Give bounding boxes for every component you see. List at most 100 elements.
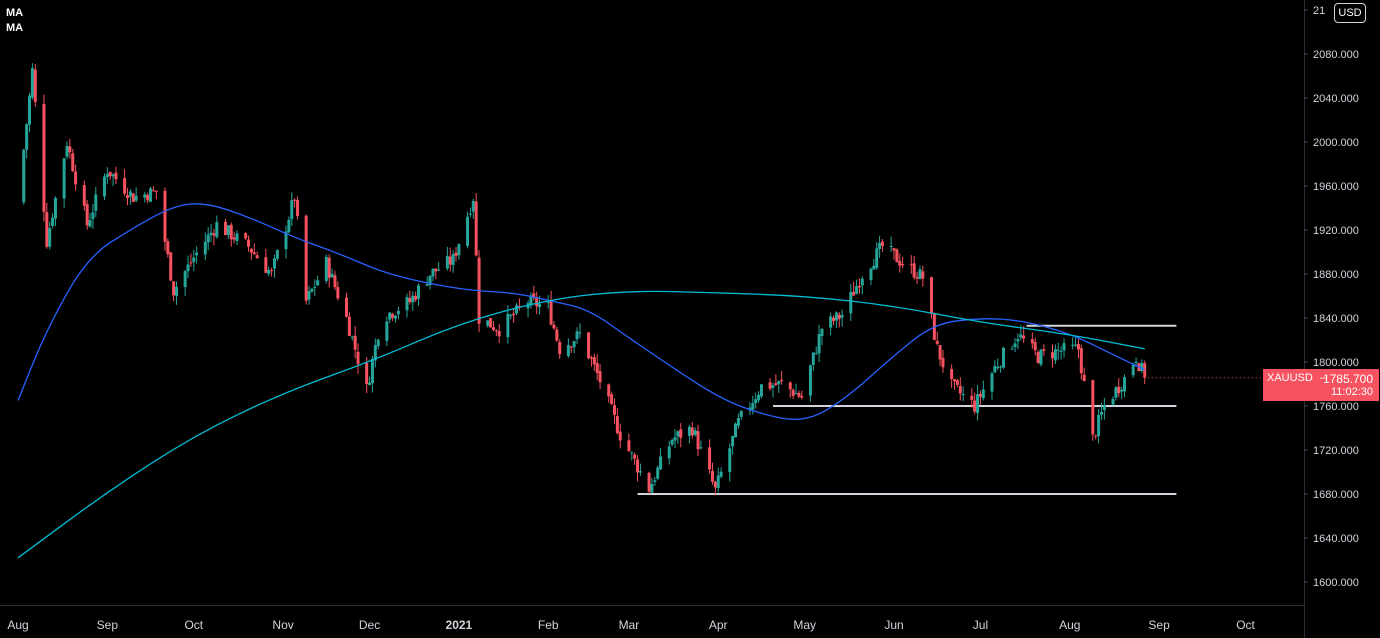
candle-body [232, 237, 236, 240]
candle-body [558, 341, 562, 355]
candle-body [929, 277, 933, 314]
candle-body [630, 452, 634, 454]
candle-body [391, 314, 395, 318]
candle-body [829, 316, 833, 328]
candle-body [589, 357, 593, 359]
candle-body [1102, 405, 1106, 410]
candle-body [996, 366, 1000, 368]
candle-body [1076, 343, 1080, 350]
candle-body [128, 191, 132, 197]
candle-body [105, 173, 109, 177]
price-axis[interactable]: 1600.000 1640.000 1680.000 1720.000 1760.000… [1304, 5, 1359, 589]
candle-body [229, 224, 233, 240]
candle-body [953, 379, 957, 382]
candle-body [857, 285, 861, 288]
candle-body [976, 394, 980, 413]
candle-body [912, 263, 916, 278]
last-price-value: 1785.700 [1322, 372, 1373, 386]
candle-body [708, 447, 712, 470]
candle-body [445, 256, 449, 269]
candle-body [53, 197, 57, 219]
candle-body [618, 431, 622, 441]
candle-body [788, 382, 792, 390]
candle-body [448, 256, 452, 265]
candle-body [247, 239, 251, 247]
bar-countdown: 11:02:30 [1330, 386, 1373, 398]
currency-button[interactable]: USD [1334, 3, 1366, 23]
candle-body [1140, 363, 1144, 371]
candle-body [212, 233, 216, 236]
candle-body [515, 305, 519, 314]
x-tick-label: Oct [184, 618, 203, 632]
candle-body [794, 393, 798, 395]
candle-body [811, 352, 815, 365]
candle-body [284, 231, 288, 250]
candle-body [895, 249, 899, 263]
candle-body [512, 313, 516, 316]
candle-body [915, 277, 919, 279]
candle-body [993, 366, 997, 373]
moving-averages [17, 203, 1304, 559]
candle-body [1131, 364, 1135, 376]
candle-body [892, 248, 896, 251]
candle-body [535, 297, 539, 307]
candle-body [267, 269, 271, 274]
x-tick-label: Nov [272, 618, 293, 632]
candle-body [791, 389, 795, 396]
candle-body [670, 440, 674, 445]
candle-body [506, 313, 510, 338]
candle-body [203, 241, 207, 255]
x-tick-label: Aug [1059, 618, 1080, 632]
candle-body [28, 95, 32, 125]
candle-body [385, 321, 389, 341]
candle-body [146, 194, 150, 201]
candle-body [336, 287, 340, 299]
candlesticks [22, 63, 1147, 496]
candle-body [981, 389, 985, 399]
legend-ma-2[interactable]: MA [6, 22, 24, 34]
candle-body [999, 366, 1003, 368]
candle-body [1022, 335, 1026, 339]
candle-body [22, 149, 26, 203]
legend-ma-1[interactable]: MA [6, 7, 24, 19]
candle-body [330, 273, 334, 278]
candle-body [154, 190, 158, 192]
candle-body [820, 328, 824, 337]
candle-body [650, 483, 654, 493]
candle-body [961, 394, 965, 396]
candle-body [529, 295, 533, 306]
x-tick-label: Aug [7, 618, 28, 632]
candle-body [431, 268, 435, 277]
candle-body [474, 201, 478, 256]
candle-body [575, 331, 579, 340]
y-tick-label: 1840.000 [1313, 313, 1359, 325]
candle-body [68, 146, 72, 153]
candle-body [627, 440, 631, 452]
candle-body [610, 394, 614, 405]
candle-body [878, 243, 882, 249]
candle-body [183, 271, 187, 288]
candle-body [1010, 348, 1014, 350]
x-tick-label: Sep [1148, 618, 1170, 632]
candle-body [91, 212, 95, 220]
time-axis[interactable]: Aug Sep Oct Nov Dec 2021 Feb Mar Apr May Jun Jul Aug… [7, 618, 1255, 632]
candle-body [636, 459, 640, 473]
candle-body [192, 257, 196, 262]
candle-body [65, 146, 69, 157]
candle-body [290, 200, 294, 220]
y-tick-label: 21 [1313, 5, 1325, 17]
x-tick-label: Jul [973, 618, 988, 632]
candle-body [837, 314, 841, 319]
candle-body [808, 365, 812, 396]
candle-body [1074, 344, 1078, 346]
candle-body [587, 332, 591, 359]
candle-body [149, 188, 153, 202]
candle-body [687, 426, 691, 436]
candle-body [673, 437, 677, 441]
candle-body [123, 178, 127, 194]
candle-body [751, 403, 755, 410]
symbol-label: XAUUSD [1267, 372, 1313, 384]
candle-body [393, 315, 397, 319]
candle-body [275, 250, 279, 259]
